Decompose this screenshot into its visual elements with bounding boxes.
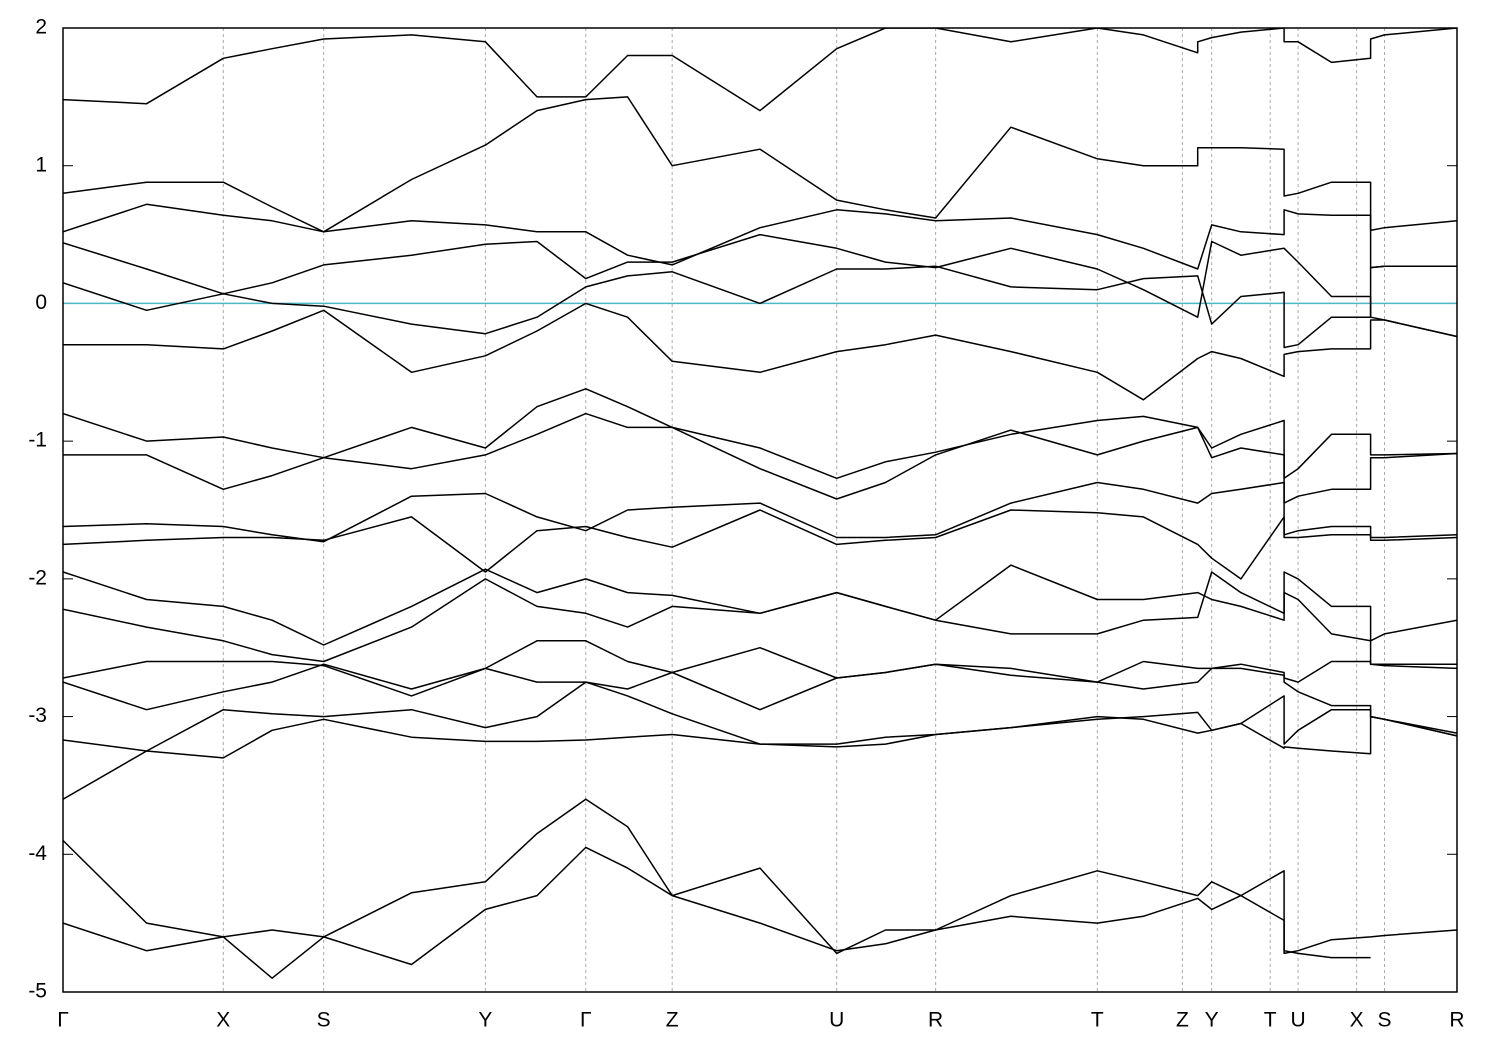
y-tick-label: -4: [28, 842, 47, 865]
y-tick-label: 0: [35, 291, 47, 314]
y-tick-label: -5: [28, 980, 47, 1003]
x-tick-label: T: [1264, 1009, 1277, 1032]
band-line: [63, 571, 1457, 665]
x-tick-label: Z: [1176, 1009, 1189, 1032]
x-tick-label: X: [1350, 1009, 1364, 1032]
y-tick-label: -1: [28, 429, 47, 452]
x-tick-label: T: [1091, 1009, 1104, 1032]
x-tick-label: Γ: [580, 1009, 592, 1032]
x-tick-label: Γ: [57, 1009, 69, 1032]
y-tick-label: 2: [35, 16, 47, 39]
x-tick-label: R: [1449, 1009, 1464, 1032]
band-line: [63, 302, 1457, 401]
x-tick-label: Y: [1205, 1009, 1219, 1032]
plot-frame: [62, 27, 1458, 993]
x-tick-label: X: [216, 1009, 230, 1032]
band-line: [63, 203, 1457, 270]
band-line: [63, 481, 1457, 543]
band-line: [63, 265, 1457, 349]
band-line: [63, 509, 1457, 580]
band-line: [63, 233, 1457, 338]
x-tick-label: S: [317, 1009, 331, 1032]
band-line: [63, 412, 1457, 504]
x-tick-label: R: [928, 1009, 943, 1032]
x-tick-label: U: [829, 1009, 844, 1032]
y-tick-label: -3: [28, 704, 47, 727]
band-line: [63, 28, 1457, 112]
x-tick-label: Y: [478, 1009, 492, 1032]
band-line: [63, 96, 1457, 233]
band-line: [63, 663, 1457, 734]
band-line: [63, 715, 1457, 800]
y-tick-label: 1: [35, 153, 47, 176]
x-tick-label: Z: [666, 1009, 679, 1032]
plot-area: [63, 28, 1457, 979]
x-tick-label: U: [1290, 1009, 1305, 1032]
band-line: [63, 388, 1457, 480]
band-line: [63, 846, 1371, 979]
y-tick-label: -2: [28, 566, 47, 589]
x-tick-label: S: [1378, 1009, 1392, 1032]
